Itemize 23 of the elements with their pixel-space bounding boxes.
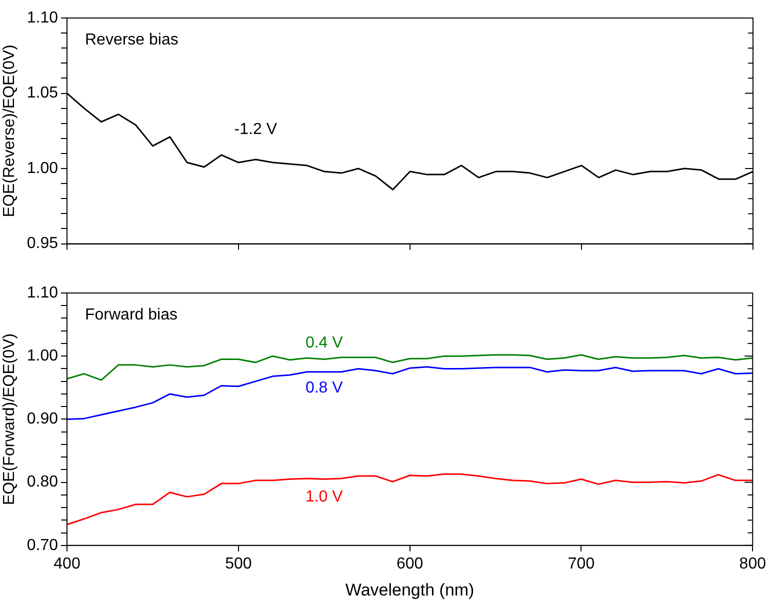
y-tick-label: 1.05 xyxy=(26,84,58,102)
y-tick-label: 0.80 xyxy=(26,474,58,491)
x-tick-label: 500 xyxy=(225,555,252,572)
x-axis-title: Wavelength (nm) xyxy=(345,580,474,600)
series-label: 1.0 V xyxy=(305,488,344,506)
y-tick-label: 1.10 xyxy=(26,9,58,26)
y-tick-label: 0.70 xyxy=(26,536,58,554)
y-tick-label: 1.10 xyxy=(26,284,58,302)
y-tick-label: 0.95 xyxy=(26,235,58,252)
annotation: Forward bias xyxy=(85,306,178,324)
annotation: Reverse bias xyxy=(85,31,178,48)
x-tick-label: 600 xyxy=(396,555,424,572)
x-tick-label: 700 xyxy=(568,555,595,572)
y-tick-label: 0.90 xyxy=(26,410,58,428)
series-label: 0.8 V xyxy=(305,379,344,396)
series-label: -1.2 V xyxy=(234,120,278,138)
x-tick-label: 800 xyxy=(739,555,766,572)
y-axis-title: EQE(Forward)/EQE(0V) xyxy=(1,333,18,505)
y-axis-title: EQE(Reverse)/EQE(0V) xyxy=(1,44,18,218)
x-tick-label: 400 xyxy=(54,555,80,572)
y-tick-label: 1.00 xyxy=(26,160,58,177)
series-label: 0.4 V xyxy=(305,334,344,352)
y-tick-label: 1.00 xyxy=(26,348,58,365)
